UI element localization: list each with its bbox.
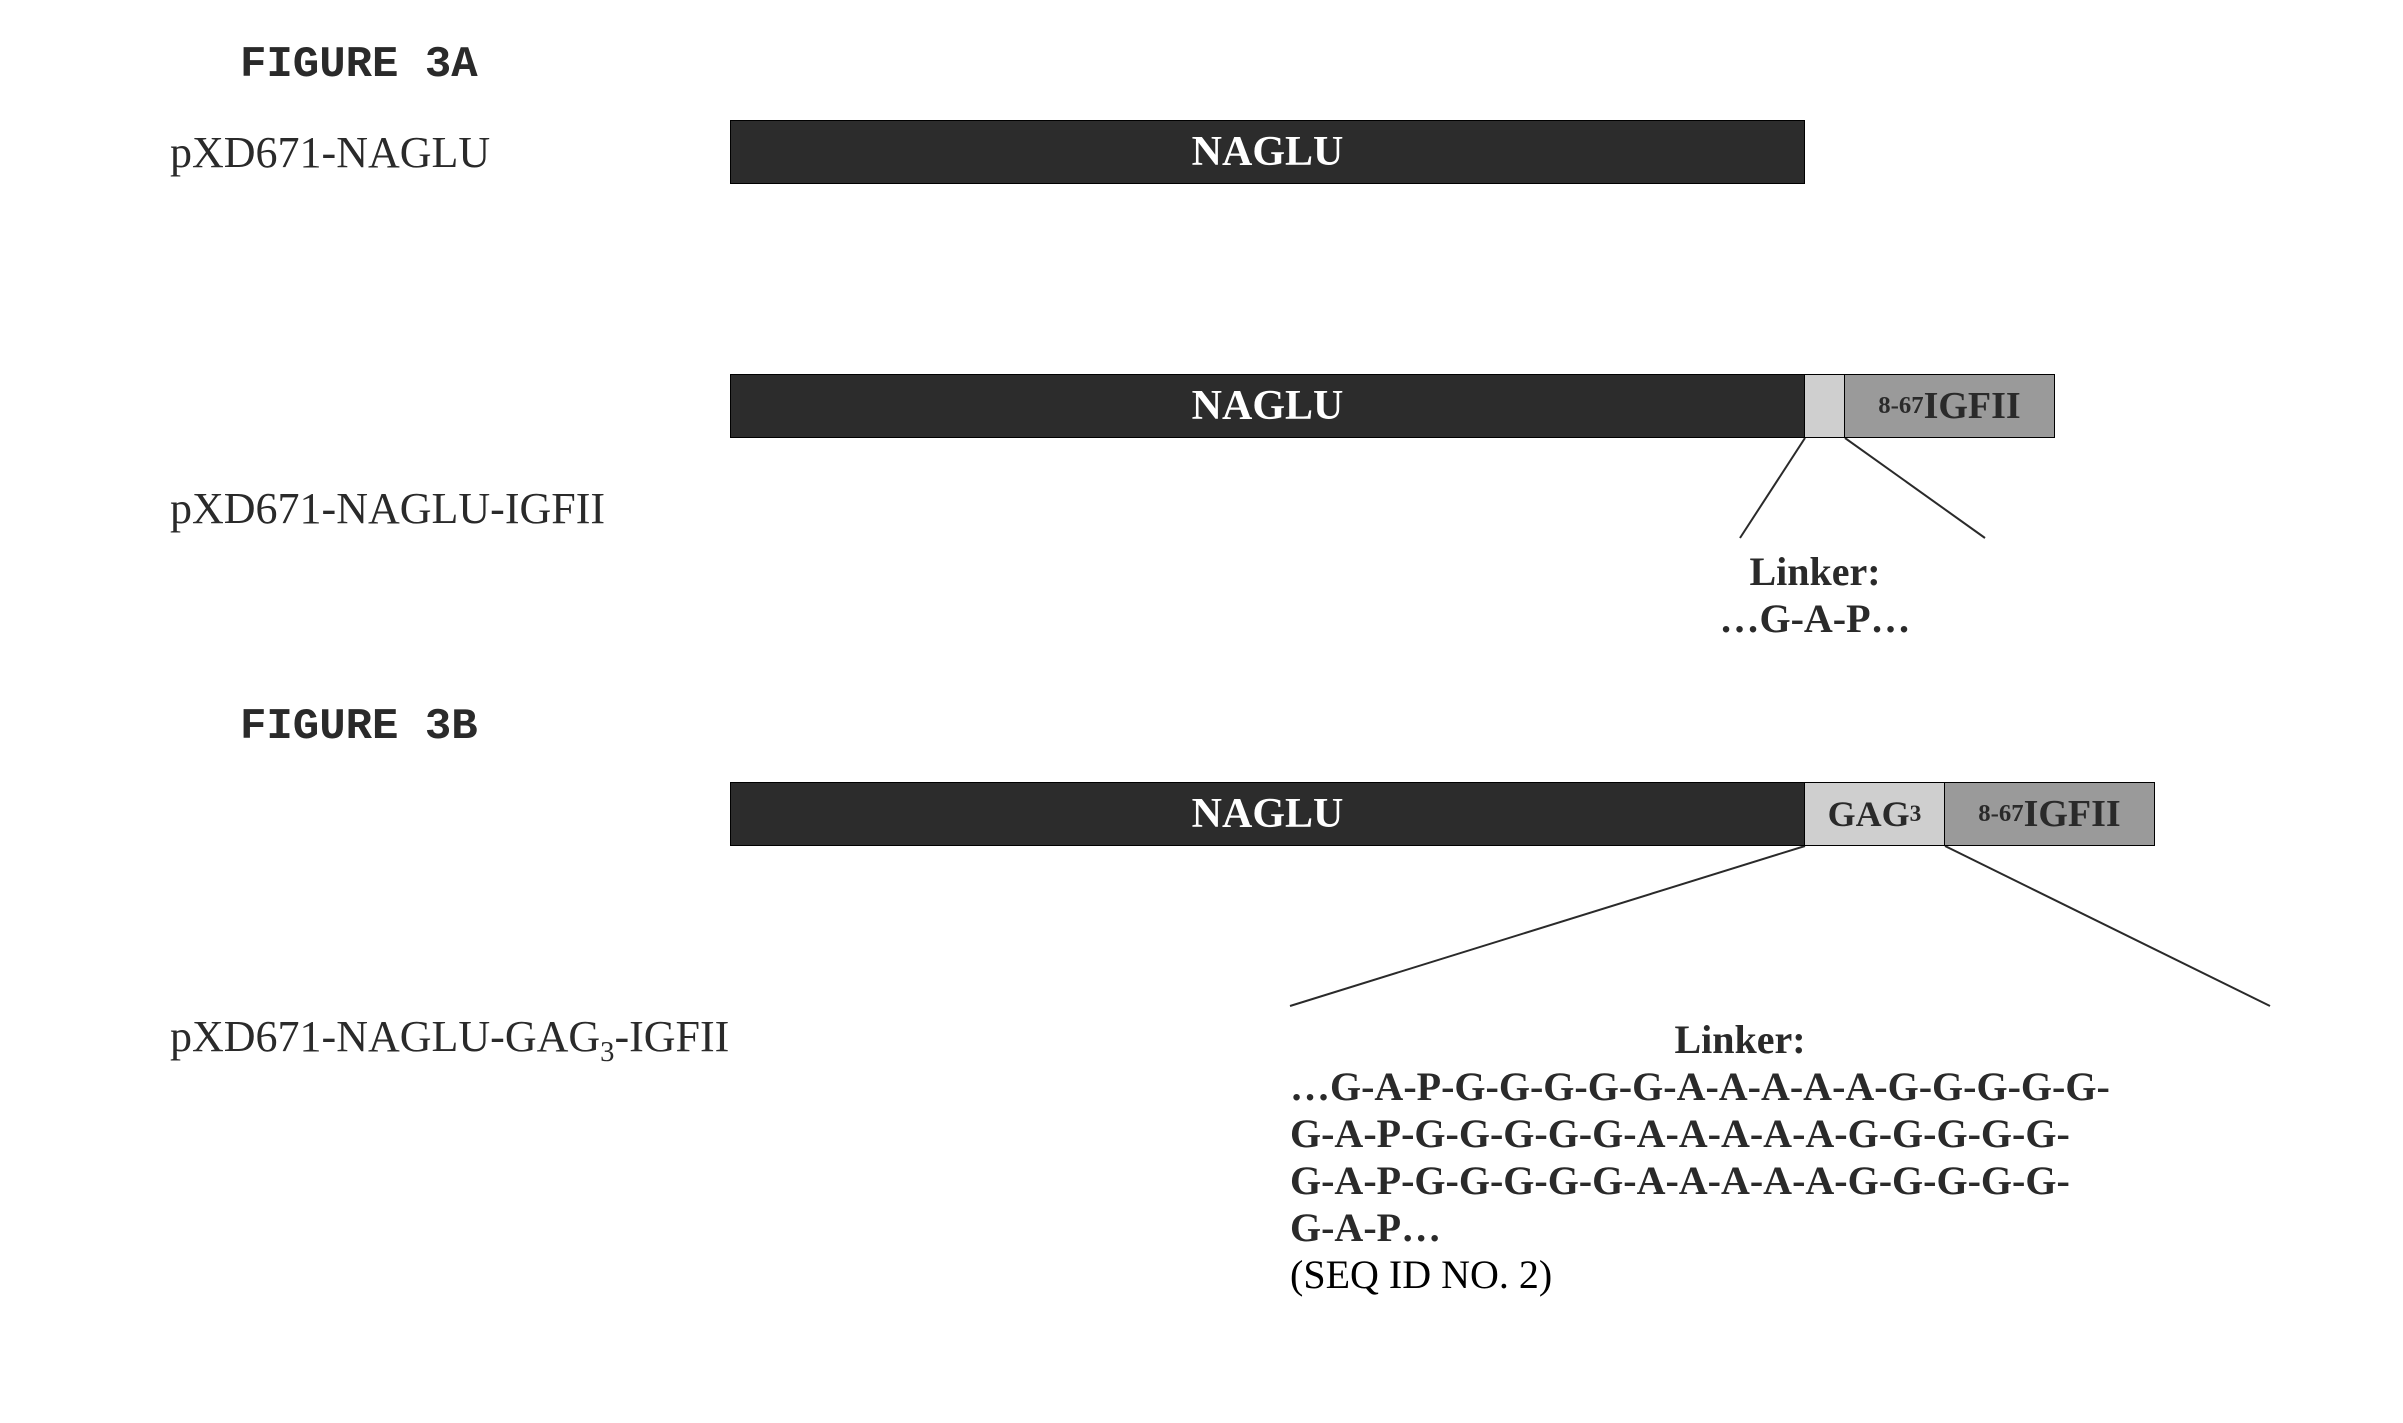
segment: 8-67IGFII	[1845, 374, 2055, 438]
construct-1-diagram: NAGLU	[730, 120, 1805, 184]
linker-2-title: Linker:	[1640, 548, 1990, 595]
linker-line: G-A-P…	[1290, 1204, 2403, 1251]
construct-3-diagram: NAGLUGAG38-67IGFII Linker: …G-A-P-G-G-G-…	[730, 782, 2403, 1298]
construct-1-label: pXD671-NAGLU	[40, 127, 730, 178]
segment: NAGLU	[730, 782, 1805, 846]
segment: 8-67IGFII	[1945, 782, 2155, 846]
linker-2-text: …G-A-P…	[1640, 595, 1990, 642]
linker-line: …G-A-P-G-G-G-G-G-A-A-A-A-A-G-G-G-G-G-	[1290, 1063, 2403, 1110]
figure-3a-title: FIGURE 3A	[240, 40, 2363, 90]
construct-3-label: pXD671-NAGLU-GAG3-IGFII	[40, 1011, 730, 1069]
construct-2-label: pXD671-NAGLU-IGFII	[40, 483, 730, 534]
linker-line: G-A-P-G-G-G-G-G-A-A-A-A-A-G-G-G-G-G-	[1290, 1157, 2403, 1204]
construct-2-diagram: NAGLU 8-67IGFII Linker: …G-A-P…	[730, 374, 2130, 642]
linker-3-title: Linker:	[1290, 1016, 2190, 1063]
construct-row-2: pXD671-NAGLU-IGFII NAGLU 8-67IGFII Linker…	[40, 374, 2363, 642]
segment: NAGLU	[730, 374, 1805, 438]
segment	[1805, 374, 1845, 438]
linker-line: G-A-P-G-G-G-G-G-A-A-A-A-A-G-G-G-G-G-	[1290, 1110, 2403, 1157]
construct-row-3: pXD671-NAGLU-GAG3-IGFII NAGLUGAG38-67IGF…	[40, 782, 2363, 1298]
segment: NAGLU	[730, 120, 1805, 184]
callout-lines-3	[730, 846, 2403, 1016]
callout-lines-2	[730, 438, 2130, 548]
construct-row-1: pXD671-NAGLU NAGLU	[40, 120, 2363, 184]
segment: GAG3	[1805, 782, 1945, 846]
figure-3b-title: FIGURE 3B	[240, 702, 2363, 752]
seq-id: (SEQ ID NO. 2)	[1290, 1251, 2403, 1298]
